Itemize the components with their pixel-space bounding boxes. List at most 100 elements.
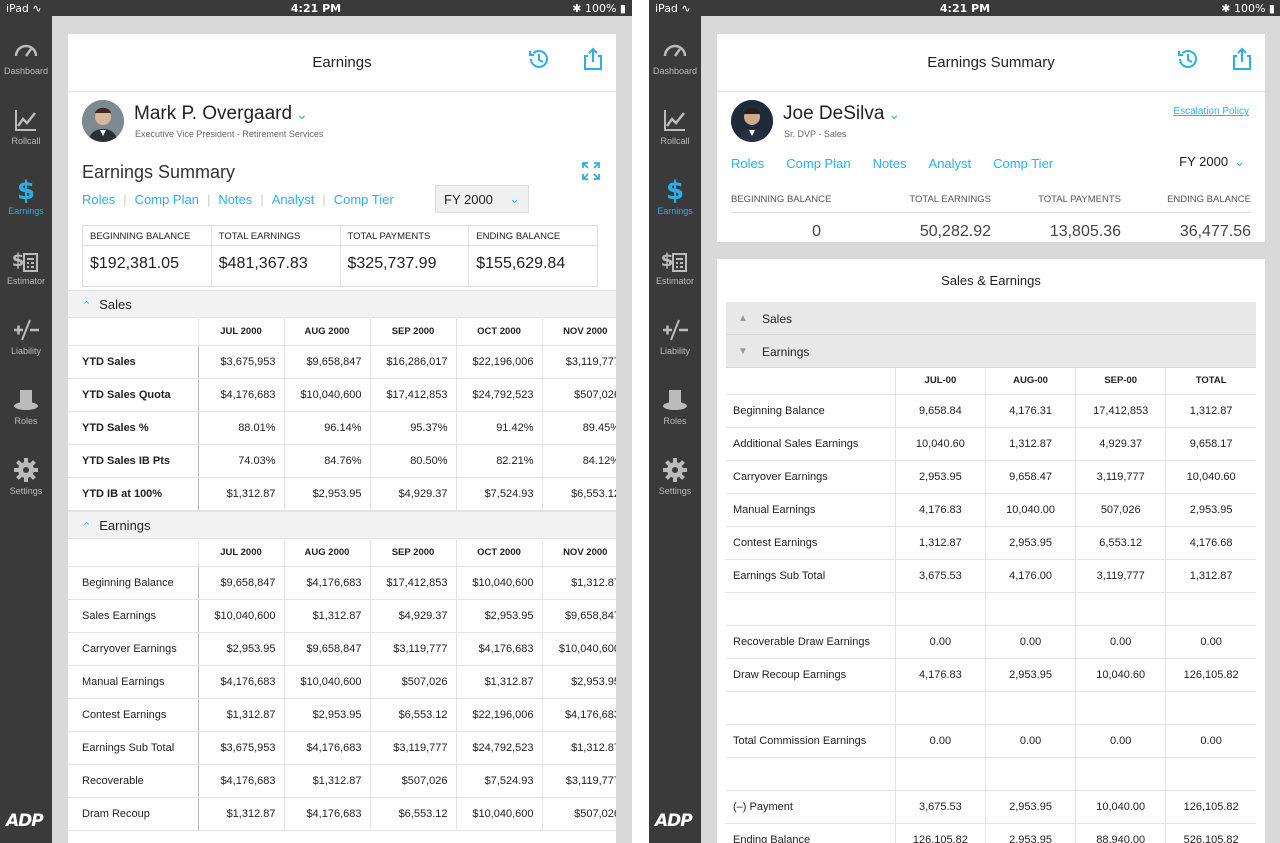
nav-item-rollcall[interactable]: Rollcall — [649, 100, 701, 164]
table-cell: 3,119,777 — [1075, 559, 1166, 593]
table-cell: 4,929.37 — [1075, 427, 1166, 461]
nav-item-settings[interactable]: Settings — [0, 450, 52, 514]
table-row: Sales Earnings $10,040,600 $1,312.87 $4,929… — [68, 599, 616, 633]
nav-item-liability[interactable]: Liability — [0, 310, 52, 374]
profile-name[interactable]: Joe DeSilva ⌄ — [783, 103, 901, 124]
table-cell: 82.21% — [455, 444, 542, 478]
dollar-icon: $ — [0, 170, 52, 206]
table-cell: $10,040,600 — [283, 378, 370, 412]
chevron-down-icon: ⌄ — [1234, 154, 1245, 169]
table-cell: 17,412,853 — [1075, 394, 1166, 428]
page-title: Earnings — [312, 54, 372, 71]
profile-title: Sr. DVP - Sales — [784, 129, 847, 139]
table-cell: 2,953.95 — [894, 460, 986, 494]
earnings-section-header[interactable]: ⌃ Earnings — [68, 511, 616, 539]
table-cell: $4,929.37 — [369, 599, 456, 633]
table-cell: $3,675,953 — [197, 731, 284, 765]
tab-comp-plan[interactable]: Comp Plan — [786, 156, 851, 171]
adp-logo: ADP — [655, 811, 693, 831]
share-icon[interactable] — [580, 46, 606, 72]
tab-notes[interactable]: Notes — [872, 156, 907, 171]
table-cell: 91.42% — [455, 411, 542, 445]
table-cell: $7,524.93 — [455, 764, 542, 798]
plus-minus-icon — [0, 310, 52, 346]
fiscal-year-select[interactable]: FY 2000 ⌄ — [435, 185, 529, 213]
table-cell — [984, 592, 1076, 626]
table-cell: 2,953.95 — [1165, 493, 1256, 527]
table-cell: 10,040.60 — [1165, 460, 1256, 494]
fiscal-year-select[interactable]: FY 2000 ⌄ — [1179, 154, 1245, 169]
chevron-down-icon: ⌄ — [509, 191, 520, 206]
table-row: (–) Payment 3,675.53 2,953.95 10,040.00 126,… — [726, 790, 1256, 824]
tab-analyst[interactable]: Analyst — [271, 192, 315, 207]
table-cell: $1,312.87 — [455, 665, 542, 699]
total-value: $155,629.84 — [476, 255, 566, 272]
history-icon[interactable] — [526, 46, 552, 72]
table-cell: 3,675.53 — [894, 559, 986, 593]
chevron-down-icon[interactable]: ⌄ — [296, 106, 308, 122]
nav-item-liability[interactable]: Liability — [649, 310, 701, 374]
nav-item-estimator[interactable]: $ Estimator — [649, 240, 701, 304]
nav-item-dashboard[interactable]: Dashboard — [649, 30, 701, 94]
nav-label: Earnings — [8, 206, 44, 216]
table-cell: 3,675.53 — [894, 790, 986, 824]
profile-name[interactable]: Mark P. Overgaard ⌄ — [134, 103, 308, 124]
table-row: Recoverable Draw Earnings 0.00 0.00 0.00 0.0… — [726, 625, 1256, 659]
nav-item-rollcall[interactable]: Rollcall — [0, 100, 52, 164]
tab-comp-plan[interactable]: Comp Plan — [134, 192, 199, 207]
tab-comp-tier[interactable]: Comp Tier — [993, 156, 1054, 171]
nav-item-earnings[interactable]: $ Earnings — [0, 170, 52, 234]
nav-label: Settings — [9, 486, 43, 496]
device-label: iPad ∿ — [655, 2, 691, 15]
table-cell: $9,658,847 — [283, 632, 370, 666]
column-header: SEP 2000 — [369, 319, 456, 346]
tab-notes[interactable]: Notes — [218, 192, 253, 207]
table-cell: $10,040,600 — [197, 599, 284, 633]
table-row: Beginning Balance 9,658.84 4,176.31 17,412,… — [726, 394, 1256, 428]
escalation-policy-link[interactable]: Escalation Policy — [1173, 106, 1249, 117]
column-header: SEP 2000 — [369, 540, 456, 567]
nav-item-estimator[interactable]: $ Estimator — [0, 240, 52, 304]
share-icon[interactable] — [1229, 46, 1255, 72]
chevron-down-icon[interactable]: ⌄ — [888, 106, 901, 122]
svg-text:$: $ — [661, 250, 673, 271]
nav-item-earnings[interactable]: $ Earnings — [649, 170, 701, 234]
sales-section-header[interactable]: ▲ Sales — [726, 302, 1256, 335]
nav-item-roles[interactable]: Roles — [0, 380, 52, 444]
nav-item-settings[interactable]: Settings — [649, 450, 701, 514]
tab-roles[interactable]: Roles — [82, 192, 116, 207]
calculator-icon: $ — [0, 240, 52, 276]
gear-icon — [0, 450, 52, 486]
nav-label: Earnings — [657, 206, 693, 216]
calculator-icon: $ — [649, 240, 701, 276]
row-label: YTD IB at 100% — [68, 477, 199, 511]
nav-item-roles[interactable]: Roles — [649, 380, 701, 444]
sidebar: Dashboard Rollcall $ Earnings $ Estimator Liab… — [649, 16, 701, 843]
total-cell: TOTAL EARNINGS 50,282.92 — [861, 194, 991, 241]
table-cell: $22,196,006 — [455, 698, 542, 732]
row-label: Additional Sales Earnings — [726, 427, 896, 461]
tab-roles[interactable]: Roles — [731, 156, 765, 171]
table-row: Beginning Balance $9,658,847 $4,176,683 $17… — [68, 566, 616, 600]
column-header: OCT 2000 — [455, 540, 542, 567]
table-cell: 9,658.17 — [1165, 427, 1256, 461]
table-row — [726, 757, 1256, 791]
sales-section-header[interactable]: ⌃ Sales — [68, 290, 616, 318]
history-icon[interactable] — [1175, 46, 1201, 72]
table-cell: $4,176,683 — [283, 797, 370, 831]
table-cell: $4,176,683 — [283, 731, 370, 765]
ipad-right: iPad ∿ 4:21 PM ✱ 100% ▮ Dashboard Rollcal… — [649, 0, 1280, 843]
table-cell: 10,040.00 — [984, 493, 1076, 527]
tab-analyst[interactable]: Analyst — [928, 156, 972, 171]
earnings-section-header[interactable]: ▼ Earnings — [726, 335, 1256, 368]
table-row: Carryover Earnings $2,953.95 $9,658,847 $3,… — [68, 632, 616, 666]
nav-item-dashboard[interactable]: Dashboard — [0, 30, 52, 94]
table-cell — [1075, 592, 1166, 626]
total-cell: TOTAL PAYMENTS $325,737.99 — [340, 226, 470, 286]
profile-header: Joe DeSilva ⌄ Sr. DVP - Sales — [717, 92, 1265, 150]
table-cell: $507,026 — [369, 764, 456, 798]
row-label: Recoverable Draw Earnings — [726, 625, 896, 659]
tab-comp-tier[interactable]: Comp Tier — [333, 192, 394, 207]
expand-icon[interactable] — [582, 162, 600, 180]
table-cell: $22,196,006 — [455, 345, 542, 379]
